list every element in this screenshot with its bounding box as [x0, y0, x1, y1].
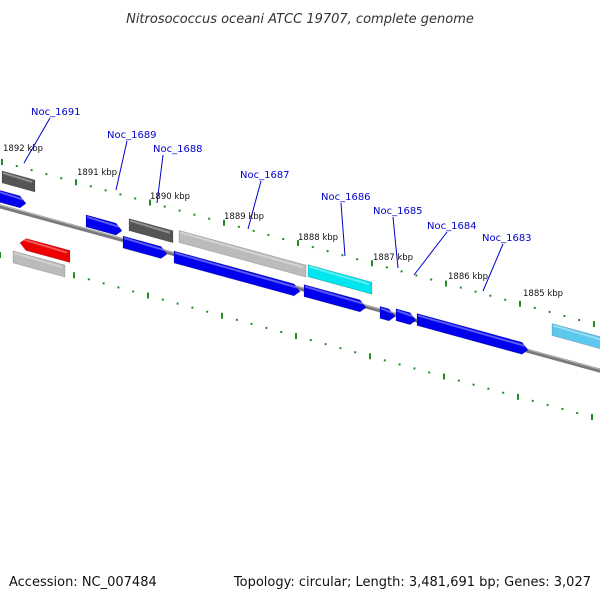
gene-feature-10 — [307, 264, 373, 295]
gene-feature-3 — [19, 238, 71, 263]
gene-feature-14 — [416, 313, 529, 355]
gene-feature-10-shine — [308, 265, 370, 286]
gene-label-6[interactable]: Noc_1685 — [373, 206, 423, 217]
kbp-label-1889: 1889 kbp — [224, 212, 264, 222]
gene-feature-1-shine — [0, 191, 24, 201]
gene-feature-8-shine — [179, 231, 304, 269]
gene-label-line-5 — [340, 202, 346, 257]
gene-feature-5 — [85, 214, 123, 236]
gene-feature-13-shine — [396, 309, 414, 318]
kbp-label-1890: 1890 kbp — [150, 192, 190, 202]
kbp-label-1892: 1892 kbp — [3, 144, 43, 154]
kbp-label-1891: 1891 kbp — [77, 168, 117, 178]
inner-tick-ring — [0, 252, 593, 421]
outer-tick-ring — [1, 159, 595, 328]
gene-label-line-2 — [115, 140, 128, 191]
genome-summary-text: Topology: circular; Length: 3,481,691 bp… — [233, 575, 591, 590]
kbp-label-1885: 1885 kbp — [523, 289, 563, 299]
gene-feature-7 — [122, 235, 168, 259]
gene-feature-8 — [178, 229, 307, 278]
gene-label-lines — [23, 117, 504, 292]
gene-feature-9 — [173, 250, 301, 297]
gene-label-2[interactable]: Noc_1689 — [107, 130, 157, 141]
gene-label-line-1 — [23, 117, 51, 164]
gene-feature-12-shine — [380, 307, 393, 314]
gene-feature-7-shine — [123, 237, 165, 252]
gene-feature-15 — [551, 323, 600, 349]
gene-feature-6 — [128, 218, 174, 244]
gene-label-1[interactable]: Noc_1691 — [31, 107, 81, 118]
gene-feature-2-shine — [2, 171, 33, 183]
gene-feature-1 — [0, 190, 27, 209]
kbp-label-1887: 1887 kbp — [373, 253, 413, 263]
gene-feature-9-shine — [174, 252, 298, 289]
gene-label-line-7 — [413, 231, 448, 276]
gene-feature-13 — [395, 308, 417, 325]
gene-label-3[interactable]: Noc_1688 — [153, 144, 203, 155]
gene-label-line-6 — [392, 216, 399, 269]
kbp-label-1886: 1886 kbp — [448, 272, 488, 282]
gene-label-5[interactable]: Noc_1686 — [321, 192, 371, 203]
gene-feature-12 — [379, 306, 396, 322]
gene-label-8[interactable]: Noc_1683 — [482, 233, 532, 244]
gene-feature-2 — [1, 170, 36, 193]
map-title: Nitrosococcus oceani ATCC 19707, complet… — [126, 12, 474, 27]
gene-feature-11 — [303, 284, 367, 313]
gene-labels: Noc_1691 Noc_1689 Noc_1688 Noc_1687 Noc_1686… — [31, 107, 532, 244]
gene-label-line-4 — [247, 180, 262, 230]
kbp-label-1888: 1888 kbp — [298, 233, 338, 243]
gene-feature-4 — [12, 250, 66, 278]
gene-label-7[interactable]: Noc_1684 — [427, 221, 477, 232]
gene-label-line-3 — [156, 154, 164, 204]
gene-features — [0, 170, 600, 355]
gene-feature-14-shine — [417, 314, 526, 347]
accession-text: Accession: NC_007484 — [9, 575, 157, 590]
gene-feature-3-shine — [20, 237, 68, 254]
gene-label-4[interactable]: Noc_1687 — [240, 170, 290, 181]
gene-feature-6-shine — [129, 219, 171, 234]
gene-label-line-8 — [482, 243, 504, 292]
gene-feature-11-shine — [304, 285, 364, 305]
gene-feature-4-shine — [13, 251, 63, 269]
gene-feature-5-shine — [86, 215, 120, 228]
